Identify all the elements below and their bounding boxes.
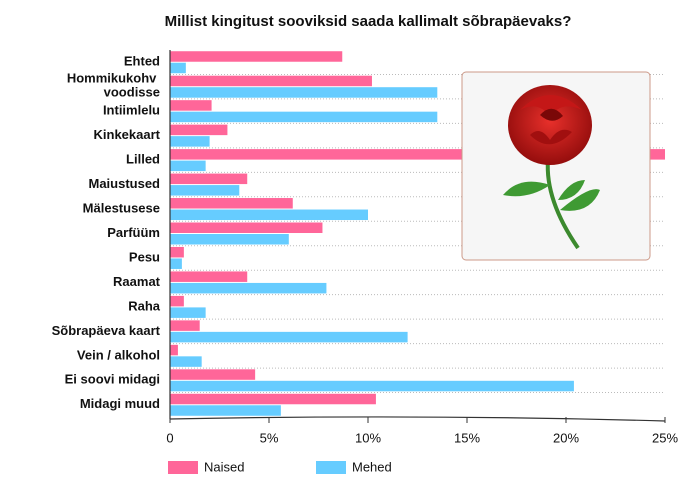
bar: [170, 149, 665, 160]
y-tick-label: Kinkekaart: [94, 127, 161, 142]
legend-label: Naised: [204, 459, 244, 474]
x-tick-label: 20%: [553, 430, 579, 445]
x-tick-label: 0: [166, 430, 173, 445]
bar: [170, 295, 184, 307]
bar: [170, 271, 248, 282]
y-tick-label: Ehted: [124, 54, 160, 69]
y-tick-label: Hommikukohv voodisse: [67, 71, 160, 100]
bar: [170, 369, 256, 380]
y-tick-label: Sõbrapäeva kaart: [52, 323, 161, 338]
y-tick-label: Midagi muud: [80, 396, 160, 411]
bar: [170, 320, 200, 331]
bar: [170, 100, 212, 111]
y-tick-label: Raamat: [113, 274, 161, 289]
y-tick-label: Lilled: [126, 152, 160, 167]
x-axis: [169, 416, 666, 422]
bar: [170, 344, 178, 356]
bar: [170, 124, 228, 136]
legend-swatch: [168, 461, 198, 474]
y-tick-label: Parfüüm: [107, 225, 160, 240]
x-tick-label: 25%: [652, 430, 678, 445]
bar: [170, 393, 376, 405]
bar: [170, 75, 372, 87]
bar: [170, 234, 289, 245]
y-tick-label: Maiustused: [88, 176, 160, 191]
y-tick-label: Pesu: [129, 249, 160, 264]
bar: [170, 111, 438, 123]
bar: [170, 307, 206, 318]
bar: [170, 173, 248, 185]
y-tick-label: Ei soovi midagi: [65, 372, 160, 387]
bar: [170, 198, 293, 209]
bar: [170, 62, 186, 74]
x-tick-label: 5%: [260, 430, 279, 445]
bar: [170, 160, 206, 172]
bar: [170, 51, 343, 62]
x-tick-label: 10%: [355, 430, 381, 445]
bar: [170, 331, 408, 343]
bar: [170, 185, 240, 196]
y-tick-label: Mälestusese: [83, 200, 160, 215]
legend-swatch: [316, 461, 346, 474]
bar: [170, 87, 438, 98]
bar: [170, 246, 184, 258]
legend-label: Mehed: [352, 459, 392, 474]
x-tick-label: 15%: [454, 430, 480, 445]
chart-title: Millist kingitust sooviksid saada kallim…: [165, 13, 572, 30]
bar: [170, 258, 182, 269]
y-tick-label: Intiimlelu: [103, 103, 160, 118]
plot-area: [170, 51, 665, 416]
bar: [170, 136, 210, 147]
bar: [170, 282, 327, 294]
y-tick-label: Vein / alkohol: [77, 347, 160, 362]
bar: [170, 356, 202, 367]
rose-image: [461, 71, 651, 261]
bar: [170, 405, 281, 416]
y-tick-label: Raha: [128, 298, 161, 313]
bar: [170, 222, 323, 233]
bar: [170, 209, 368, 221]
bar: [170, 380, 574, 392]
